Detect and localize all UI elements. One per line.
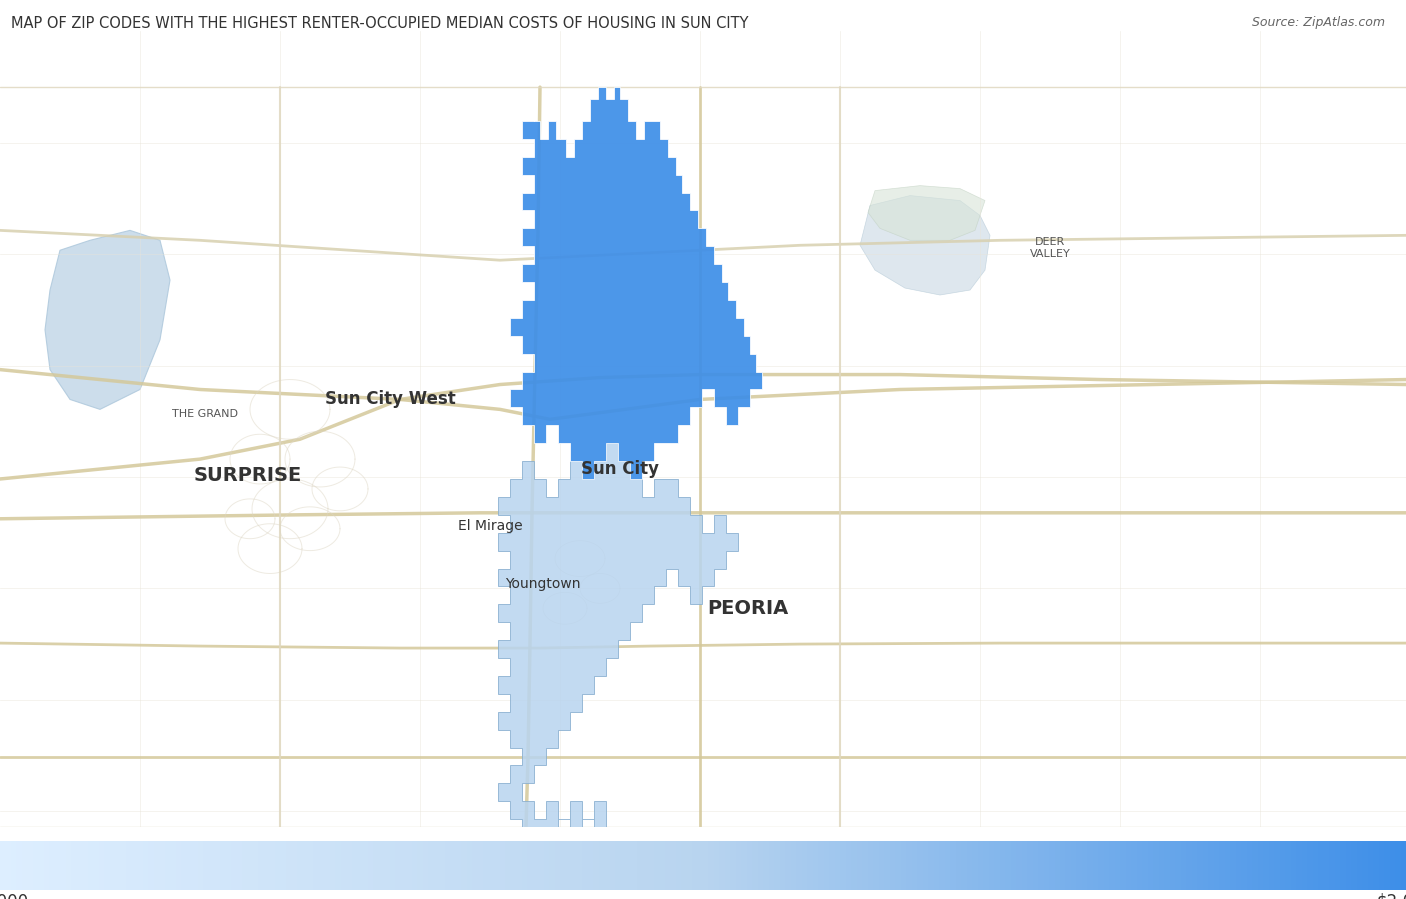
Text: Sun City West: Sun City West [325,390,456,408]
Text: PEORIA: PEORIA [707,599,789,618]
Text: SURPRISE: SURPRISE [194,466,302,485]
Polygon shape [510,87,762,479]
Text: Youngtown: Youngtown [505,577,581,592]
Polygon shape [45,230,170,409]
Text: MAP OF ZIP CODES WITH THE HIGHEST RENTER-OCCUPIED MEDIAN COSTS OF HOUSING IN SUN: MAP OF ZIP CODES WITH THE HIGHEST RENTER… [11,16,749,31]
Polygon shape [868,185,986,240]
Polygon shape [498,443,738,855]
Polygon shape [860,196,990,295]
Text: Sun City: Sun City [581,460,659,478]
Text: THE GRAND: THE GRAND [172,409,238,419]
Text: El Mirage: El Mirage [458,519,522,533]
Text: Source: ZipAtlas.com: Source: ZipAtlas.com [1251,16,1385,29]
Text: DEER
VALLEY: DEER VALLEY [1029,237,1070,259]
